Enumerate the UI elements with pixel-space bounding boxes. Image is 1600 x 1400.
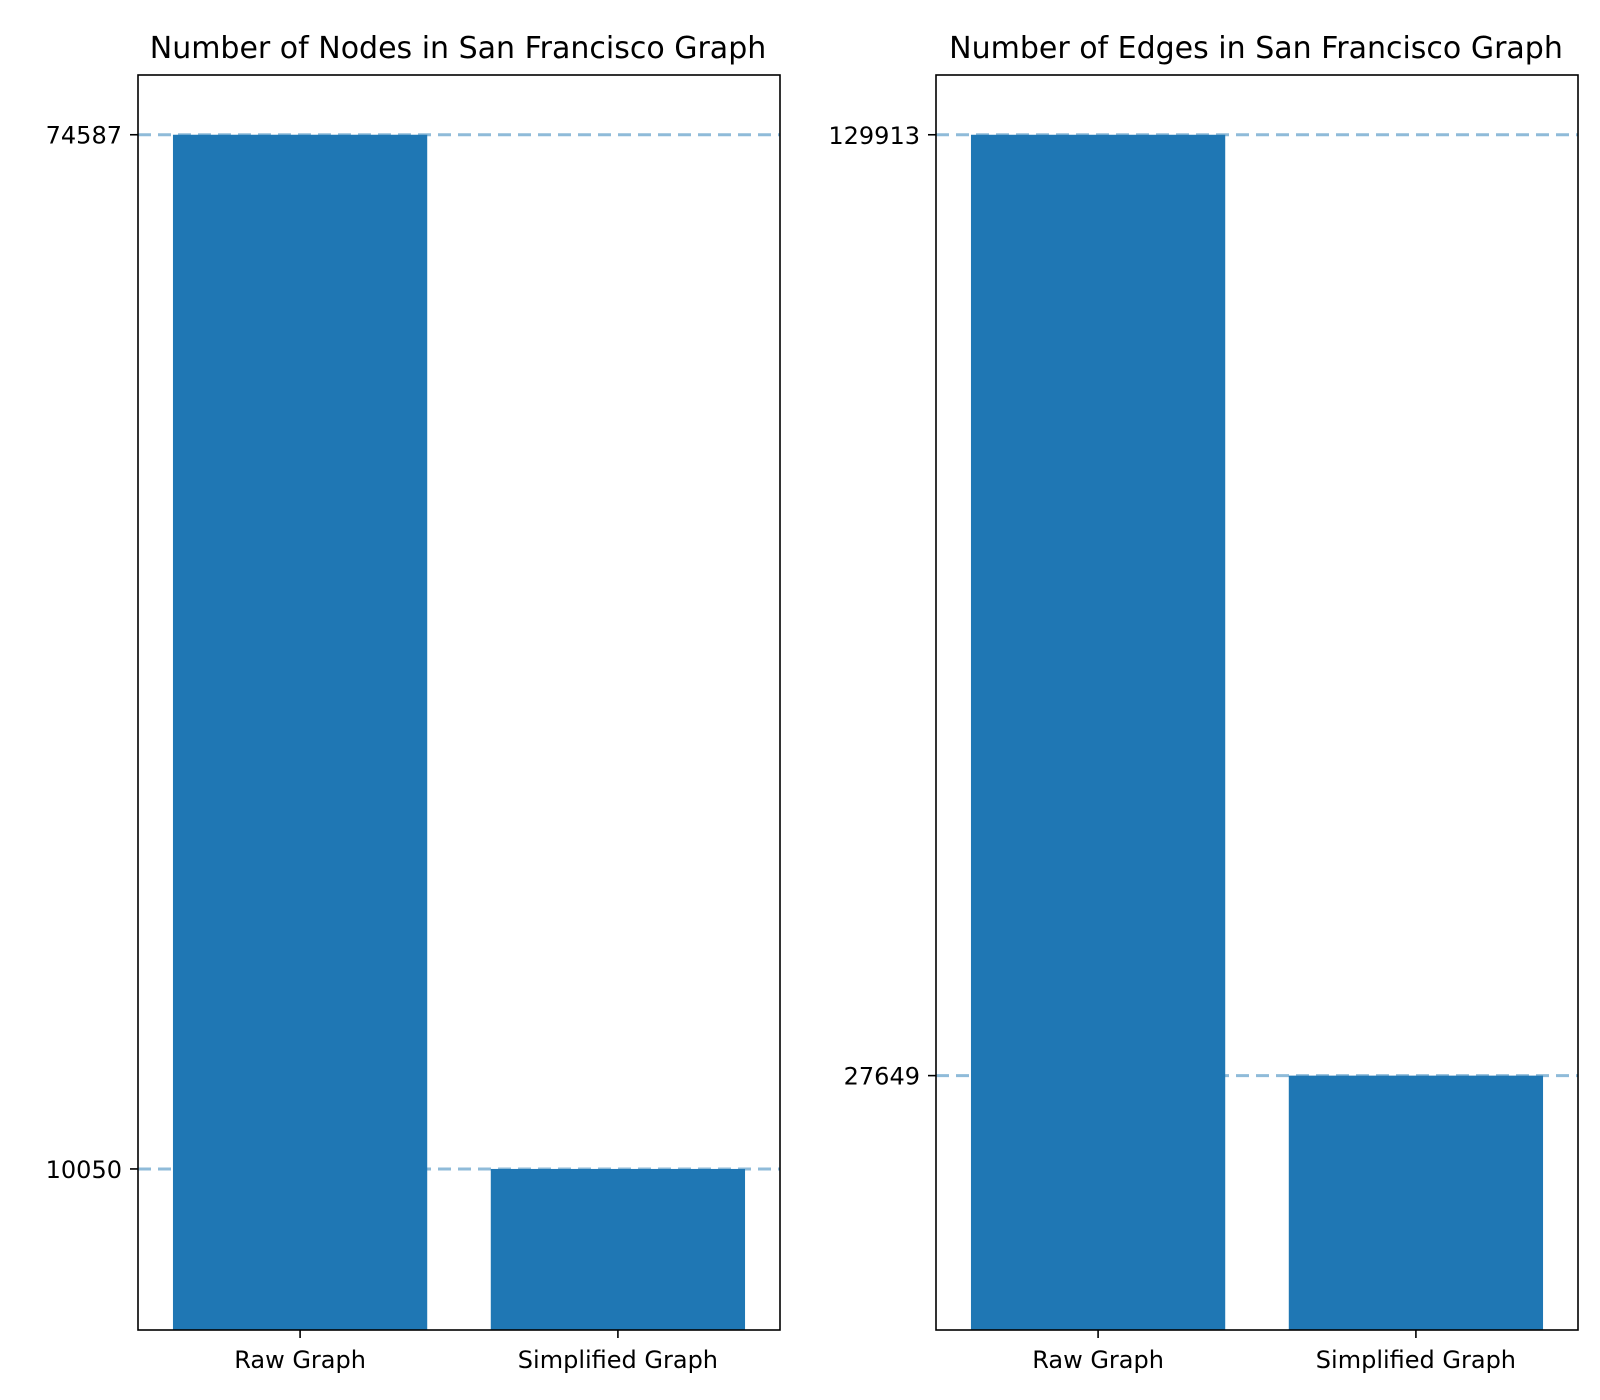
y-tick-label: 10050 — [46, 1156, 122, 1184]
axes-frame — [935, 74, 1579, 1331]
bar-simplified-graph — [490, 1168, 746, 1330]
chart-title: Number of Nodes in San Francisco Graph — [150, 31, 767, 66]
y-tick-label: 129913 — [828, 122, 920, 150]
edges-chart: Number of Edges in San Francisco Graph 1… — [828, 31, 1579, 1374]
chart-title: Number of Edges in San Francisco Graph — [949, 31, 1563, 66]
y-tick-label: 74587 — [46, 122, 122, 150]
y-tick-label: 27649 — [844, 1063, 920, 1091]
edges-plot-area: 129913 27649 Raw Graph Simplified Graph — [828, 122, 1578, 1374]
bar-simplified-graph — [1288, 1075, 1544, 1330]
x-tick-label-simplified-graph: Simplified Graph — [1316, 1346, 1516, 1374]
x-tick-label-raw-graph: Raw Graph — [234, 1346, 366, 1374]
x-tick-label-raw-graph: Raw Graph — [1032, 1346, 1164, 1374]
nodes-plot-area: 74587 10050 Raw Graph Simplified Graph — [46, 122, 780, 1374]
bar-raw-graph — [970, 134, 1226, 1330]
bar-raw-graph — [172, 134, 428, 1330]
x-tick-label-simplified-graph: Simplified Graph — [518, 1346, 718, 1374]
nodes-chart: Number of Nodes in San Francisco Graph 7… — [46, 31, 781, 1374]
axes-frame — [137, 74, 781, 1331]
